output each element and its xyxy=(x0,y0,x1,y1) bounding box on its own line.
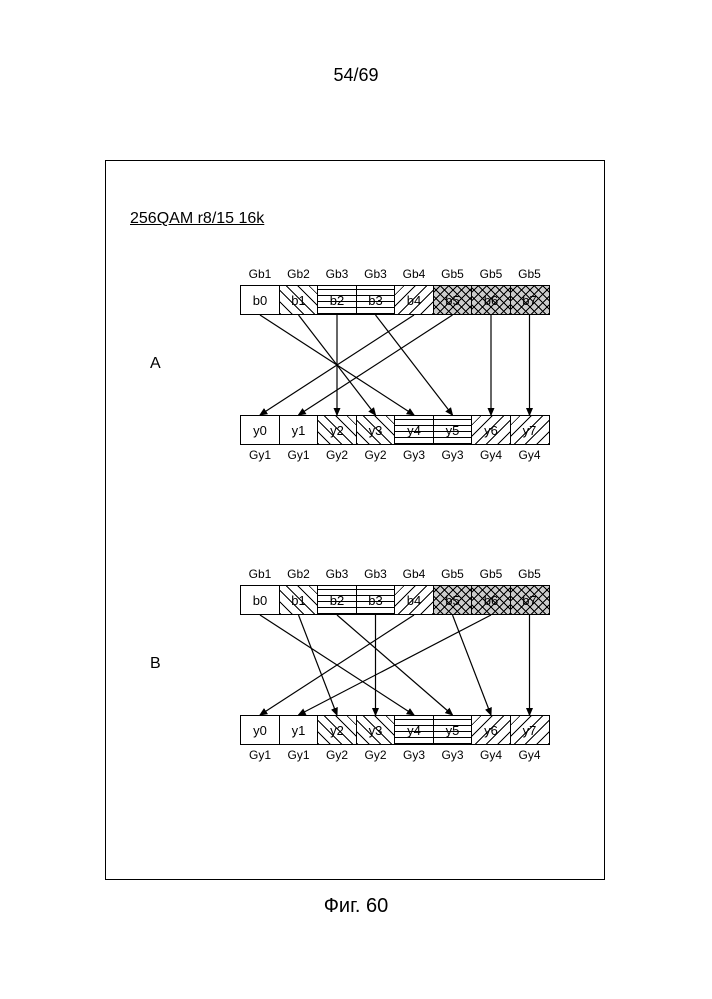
group-label: Gy3 xyxy=(433,448,473,462)
b-cell: b0 xyxy=(240,585,280,615)
group-label: Gy4 xyxy=(471,748,511,762)
b-cell: b6 xyxy=(471,285,511,315)
b-cell: b2 xyxy=(317,585,357,615)
group-label: Gb4 xyxy=(394,267,434,281)
panel-b-y-groups: Gy1 Gy1 Gy2 Gy2 Gy3 Gy3 Gy4 Gy4 xyxy=(240,748,550,762)
group-label: Gb2 xyxy=(279,267,319,281)
figure-title: 256QAM r8/15 16k xyxy=(130,210,264,228)
group-label: Gy4 xyxy=(510,748,550,762)
b-cell: b3 xyxy=(356,285,396,315)
figure-caption: Фиг. 60 xyxy=(324,895,389,918)
group-label: Gb2 xyxy=(279,567,319,581)
group-label: Gy3 xyxy=(394,748,434,762)
group-label: Gy4 xyxy=(471,448,511,462)
b-cell: b3 xyxy=(356,585,396,615)
y-cell: y1 xyxy=(279,415,319,445)
panel-a-b-row: b0 b1 b2 b3 b4 b5 b6 b7 xyxy=(240,285,550,315)
y-cell: y0 xyxy=(240,415,280,445)
panel-b-b-row: b0 b1 b2 b3 b4 b5 b6 b7 xyxy=(240,585,550,615)
group-label: Gy2 xyxy=(356,748,396,762)
y-cell: y5 xyxy=(433,715,473,745)
panel-a-label: A xyxy=(150,355,161,373)
panel-a-y-row: y0 y1 y2 y3 y4 y5 y6 y7 xyxy=(240,415,550,445)
group-label: Gb5 xyxy=(510,267,550,281)
group-label: Gb4 xyxy=(394,567,434,581)
y-cell: y6 xyxy=(471,715,511,745)
group-label: Gy2 xyxy=(317,448,357,462)
b-cell: b1 xyxy=(279,585,319,615)
y-cell: y3 xyxy=(356,715,396,745)
group-label: Gy1 xyxy=(279,748,319,762)
y-cell: y1 xyxy=(279,715,319,745)
group-label: Gb1 xyxy=(240,267,280,281)
b-cell: b2 xyxy=(317,285,357,315)
y-cell: y2 xyxy=(317,415,357,445)
group-label: Gy1 xyxy=(240,448,280,462)
b-cell: b7 xyxy=(510,585,550,615)
y-cell: y0 xyxy=(240,715,280,745)
panel-b-y-row: y0 y1 y2 y3 y4 y5 y6 y7 xyxy=(240,715,550,745)
group-label: Gb3 xyxy=(317,267,357,281)
y-cell: y7 xyxy=(510,415,550,445)
b-cell: b5 xyxy=(433,285,473,315)
group-label: Gb5 xyxy=(433,567,473,581)
b-cell: b4 xyxy=(394,585,434,615)
y-cell: y6 xyxy=(471,415,511,445)
group-label: Gb3 xyxy=(356,267,396,281)
b-cell: b4 xyxy=(394,285,434,315)
b-cell: b7 xyxy=(510,285,550,315)
b-cell: b0 xyxy=(240,285,280,315)
panel-b-b-groups: Gb1 Gb2 Gb3 Gb3 Gb4 Gb5 Gb5 Gb5 xyxy=(240,567,550,581)
group-label: Gy3 xyxy=(433,748,473,762)
b-cell: b5 xyxy=(433,585,473,615)
group-label: Gy2 xyxy=(317,748,357,762)
b-cell: b1 xyxy=(279,285,319,315)
panel-a-y-groups: Gy1 Gy1 Gy2 Gy2 Gy3 Gy3 Gy4 Gy4 xyxy=(240,448,550,462)
group-label: Gy2 xyxy=(356,448,396,462)
panel-a-b-groups: Gb1 Gb2 Gb3 Gb3 Gb4 Gb5 Gb5 Gb5 xyxy=(240,267,550,281)
b-cell: b6 xyxy=(471,585,511,615)
group-label: Gy1 xyxy=(279,448,319,462)
group-label: Gb5 xyxy=(471,567,511,581)
y-cell: y7 xyxy=(510,715,550,745)
group-label: Gb5 xyxy=(471,267,511,281)
y-cell: y3 xyxy=(356,415,396,445)
y-cell: y4 xyxy=(394,715,434,745)
group-label: Gb3 xyxy=(317,567,357,581)
page-number: 54/69 xyxy=(333,65,378,86)
y-cell: y5 xyxy=(433,415,473,445)
group-label: Gb5 xyxy=(433,267,473,281)
group-label: Gy1 xyxy=(240,748,280,762)
group-label: Gb1 xyxy=(240,567,280,581)
panel-b-label: B xyxy=(150,655,161,673)
group-label: Gy3 xyxy=(394,448,434,462)
group-label: Gb5 xyxy=(510,567,550,581)
y-cell: y4 xyxy=(394,415,434,445)
y-cell: y2 xyxy=(317,715,357,745)
group-label: Gy4 xyxy=(510,448,550,462)
group-label: Gb3 xyxy=(356,567,396,581)
